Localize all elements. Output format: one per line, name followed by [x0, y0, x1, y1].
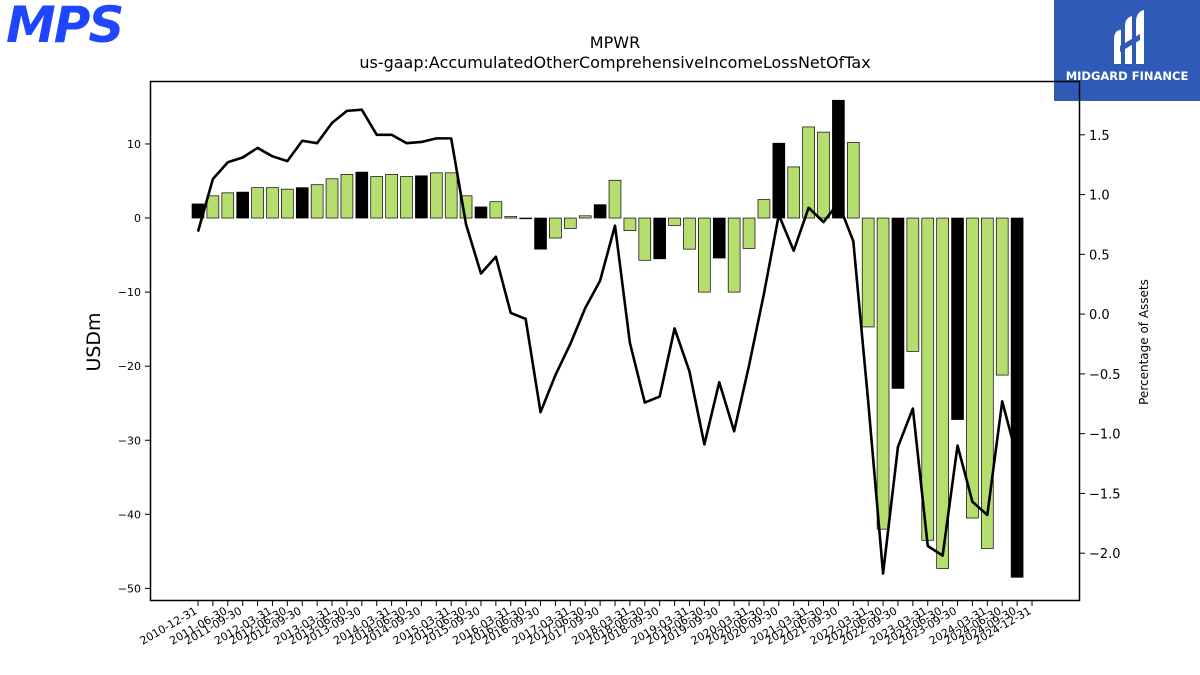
- watermark-logo: MIDGARD FINANCE: [1054, 0, 1200, 101]
- bar-2016-03-31: [504, 216, 518, 219]
- bar-2024-06-30: [995, 217, 1009, 376]
- y-tick-label: −10: [118, 286, 141, 299]
- watermark-emblem-icon: [1114, 10, 1144, 64]
- y-axis-label: USDm: [83, 312, 105, 371]
- bar-2024-09-30: [1010, 217, 1024, 578]
- bar-2011-12-31: [251, 187, 264, 219]
- company-logo-text: MPS: [6, 0, 124, 54]
- chart-title: MPWR: [590, 33, 640, 52]
- bar-2018-09-30: [653, 217, 666, 260]
- bar-2011-03-31: [206, 195, 220, 219]
- bar-2011-06-30: [221, 192, 235, 219]
- bar-2013-03-31: [325, 178, 339, 219]
- y2-tick-label: 0.5: [1089, 248, 1110, 263]
- watermark-text: MIDGARD FINANCE: [1065, 69, 1189, 83]
- bar-2020-03-31: [742, 217, 756, 249]
- y2-tick-label: −2.0: [1089, 547, 1121, 562]
- x-axis: 2010-12-312011-06-302011-09-302012-03-31…: [138, 601, 1034, 648]
- y2-tick-label: −0.5: [1089, 368, 1121, 383]
- bar-2017-09-30: [593, 204, 607, 219]
- y-axis-left: 10 0 −10 −20 −30 −40 −50: [118, 138, 150, 595]
- bar-2012-09-30: [295, 187, 309, 219]
- bar-2024-03-31: [981, 217, 994, 549]
- bar-2021-06-30: [817, 131, 830, 219]
- y2-tick-label: 1.5: [1089, 129, 1110, 144]
- chart-subtitle: us-gaap:AccumulatedOtherComprehensiveInc…: [359, 53, 870, 72]
- bar-2012-03-31: [266, 187, 279, 219]
- bar-2014-12-31: [429, 172, 443, 219]
- bar-2019-09-30: [712, 217, 726, 259]
- pct-assets-line: [196, 108, 1019, 575]
- y-tick-label: −50: [118, 582, 141, 595]
- bar-2020-12-31: [787, 166, 801, 219]
- bar-2015-03-31: [444, 172, 458, 219]
- y-tick-label: −30: [118, 434, 141, 447]
- bar-2022-12-31: [906, 217, 920, 352]
- bar-2012-06-30: [281, 188, 294, 219]
- bar-2011-09-30: [236, 191, 249, 219]
- bar-2023-09-30: [951, 217, 964, 420]
- bar-2014-09-30: [415, 175, 428, 219]
- bar-2017-12-31: [608, 179, 622, 219]
- bar-2022-06-30: [876, 217, 890, 530]
- bar-2014-06-30: [400, 176, 413, 219]
- y2-axis-label: Percentage of Assets: [1137, 279, 1151, 405]
- bar-2019-06-30: [698, 217, 711, 293]
- y2-tick-label: −1.5: [1089, 487, 1121, 502]
- bar-2022-03-31: [861, 217, 875, 328]
- bar-2020-06-30: [757, 199, 771, 219]
- y-tick-label: 10: [127, 138, 141, 151]
- bar-2017-06-30: [578, 215, 592, 219]
- bar-2021-12-31: [846, 142, 860, 219]
- bar-2020-09-30: [772, 142, 786, 219]
- company-logo: MPS: [4, 0, 156, 54]
- bar-2013-06-30: [340, 173, 354, 219]
- bar-2023-06-30: [936, 217, 949, 569]
- bar-2013-12-31: [370, 176, 384, 219]
- y-tick-label: 0: [134, 212, 141, 225]
- bar-2019-12-31: [727, 217, 741, 293]
- bar-2016-06-30: [519, 217, 532, 220]
- bar-2014-03-31: [385, 173, 398, 219]
- bar-2021-03-31: [802, 126, 815, 219]
- bar-2018-06-30: [638, 217, 652, 261]
- y2-tick-label: 1.0: [1089, 189, 1110, 204]
- bar-2013-09-30: [355, 171, 369, 219]
- bar-2021-09-30: [832, 99, 845, 219]
- y2-tick-label: 0.0: [1089, 308, 1110, 323]
- plot-frame: [149, 80, 1081, 602]
- bar-2022-09-30: [891, 217, 905, 389]
- bar-2018-12-31: [668, 217, 681, 226]
- y-tick-label: −40: [118, 508, 141, 521]
- bar-2018-03-31: [623, 217, 637, 231]
- bar-2017-03-31: [564, 217, 577, 229]
- line-series: [196, 108, 1019, 575]
- y-axis-right: 1.5 1.0 0.5 0.0 −0.5 −1.0 −1.5 −2.0: [1080, 129, 1121, 562]
- bar-2015-09-30: [474, 206, 488, 219]
- bar-2023-03-31: [921, 217, 935, 541]
- bar-series: [191, 99, 1024, 578]
- y2-tick-label: −1.0: [1089, 428, 1121, 443]
- y-tick-label: −20: [118, 360, 141, 373]
- bar-2012-12-31: [310, 184, 324, 219]
- bar-2015-12-31: [489, 201, 503, 219]
- bar-2023-12-31: [966, 217, 979, 519]
- bar-2016-09-30: [534, 217, 547, 250]
- bar-2016-12-31: [549, 217, 562, 239]
- bar-2019-03-31: [683, 217, 696, 250]
